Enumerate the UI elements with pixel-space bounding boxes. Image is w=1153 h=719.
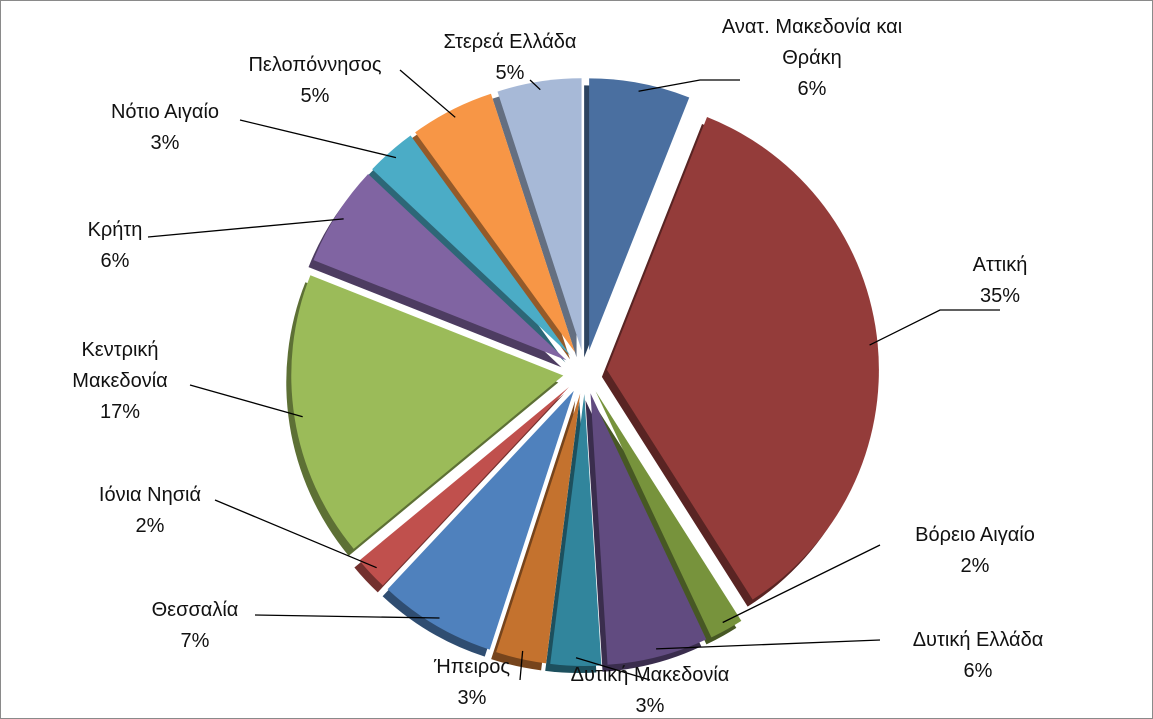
value-label: 7%: [180, 630, 210, 652]
data-label: Κεντρική Μακεδονία 17%: [60, 335, 180, 428]
category-label: Κεντρική Μακεδονία: [72, 339, 168, 392]
value-label: 2%: [135, 515, 165, 537]
value-label: 5%: [300, 85, 330, 107]
data-label: Δυτική Ελλάδα 6%: [878, 625, 1078, 687]
value-label: 17%: [99, 401, 141, 423]
value-label: 35%: [979, 285, 1021, 307]
slice: [359, 387, 569, 586]
leader-line: [214, 499, 377, 569]
value-label: 3%: [457, 687, 487, 709]
slice: [291, 275, 564, 549]
category-label: Νότιο Αιγαίο: [110, 101, 220, 123]
leader-line: [529, 79, 541, 91]
category-label: Ιόνια Νησιά: [98, 484, 202, 506]
value-label: 3%: [635, 695, 665, 717]
value-label: 5%: [495, 62, 525, 84]
slice: [415, 93, 576, 353]
value-label: 6%: [100, 250, 130, 272]
data-label: Κρήτη 6%: [65, 215, 165, 277]
data-label: Ιόνια Νησιά 2%: [75, 480, 225, 542]
value-label: 6%: [963, 660, 993, 682]
data-label: Ήπειρος 3%: [412, 652, 532, 714]
leader-line: [869, 309, 1000, 346]
category-label: Δυτική Μακεδονία: [570, 664, 730, 686]
value-label: 6%: [797, 78, 827, 100]
value-label: 3%: [150, 132, 180, 154]
data-label: Αττική 35%: [940, 250, 1060, 312]
leader-line: [239, 119, 397, 159]
data-label: Πελοπόννησος 5%: [215, 50, 415, 112]
category-label: Πελοπόννησος: [248, 54, 382, 76]
slice: [496, 393, 581, 664]
slice: [550, 393, 602, 666]
slice: [589, 78, 690, 351]
category-label: Κρήτη: [87, 219, 143, 241]
leader-line: [399, 69, 456, 118]
slice: [595, 391, 742, 638]
category-label: Ήπειρος: [433, 656, 511, 678]
data-label: Ανατ. Μακεδονία και Θράκη 6%: [717, 12, 907, 105]
slice-side: [491, 400, 576, 671]
data-label: Στερεά Ελλάδα 5%: [410, 27, 610, 89]
slice: [372, 135, 571, 356]
category-label: Βόρειο Αιγαίο: [915, 524, 1035, 546]
data-label: Βόρειο Αιγαίο 2%: [875, 520, 1075, 582]
leader-line: [575, 657, 651, 681]
leader-line: [638, 79, 740, 92]
leader-line: [656, 639, 881, 650]
leader-line: [722, 544, 881, 624]
slice: [590, 393, 707, 665]
slice: [313, 174, 567, 361]
slice: [497, 78, 582, 351]
category-label: Στερεά Ελλάδα: [443, 31, 577, 53]
leader-line: [519, 650, 524, 681]
leader-line: [254, 614, 440, 619]
data-label: Νότιο Αιγαίο 3%: [75, 97, 255, 159]
data-label: Θεσσαλία 7%: [120, 595, 270, 657]
leader-line: [147, 218, 344, 238]
value-label: 2%: [960, 555, 990, 577]
category-label: Ανατ. Μακεδονία και Θράκη: [721, 16, 903, 69]
category-label: Αττική: [972, 254, 1028, 276]
category-label: Δυτική Ελλάδα: [912, 629, 1044, 651]
leader-line: [189, 384, 303, 418]
category-label: Θεσσαλία: [151, 599, 239, 621]
slice: [606, 117, 879, 600]
slice: [387, 390, 574, 650]
data-label: Δυτική Μακεδονία 3%: [535, 660, 765, 719]
